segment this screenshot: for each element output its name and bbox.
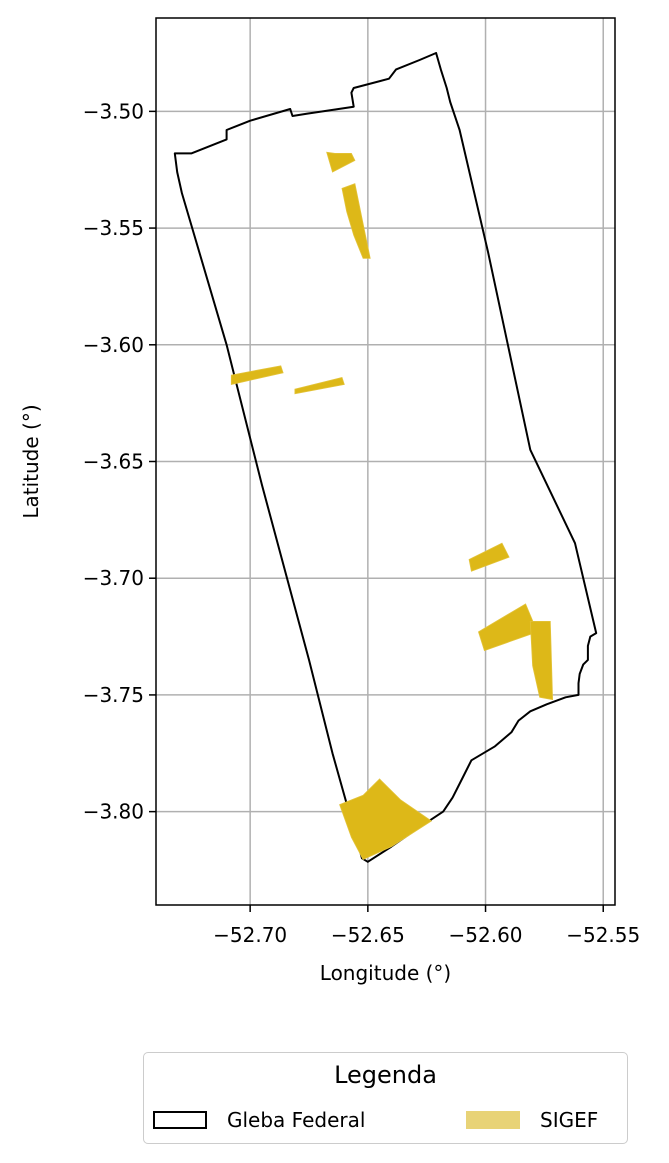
x-tick-label: −52.60 (449, 923, 523, 947)
x-tick-label: −52.70 (213, 923, 287, 947)
grid-lines (156, 18, 615, 905)
legend-label-sigef: SIGEF (540, 1108, 599, 1132)
legend-entry-sigef: SIGEF (466, 1105, 598, 1135)
sigef-parcel (468, 542, 510, 572)
y-tick-label: −3.80 (83, 800, 144, 824)
sigef-parcel (529, 621, 554, 701)
y-axis-title: Latitude (°) (19, 404, 43, 518)
gleba-federal-polygon (173, 52, 598, 863)
y-tick-label: −3.50 (83, 99, 144, 123)
sigef-parcel (326, 151, 356, 173)
y-tick-label: −3.75 (83, 683, 144, 707)
y-tick-label: −3.70 (83, 566, 144, 590)
legend-entry-gleba: Gleba Federal (153, 1105, 365, 1135)
legend: Legenda Gleba Federal SIGEF (143, 1052, 628, 1144)
sigef-parcel (230, 365, 284, 386)
y-tick-label: −3.65 (83, 450, 144, 474)
x-axis-title: Longitude (°) (320, 961, 451, 985)
axis-ticks: −52.70 −52.65 −52.60 −52.55 −3.50 −3.55 −3.60 −… (83, 99, 641, 947)
x-tick-label: −52.55 (566, 923, 640, 947)
legend-title: Legenda (334, 1061, 437, 1089)
sigef-parcel (339, 778, 433, 861)
legend-label-gleba: Gleba Federal (227, 1108, 366, 1132)
sigef-parcel (478, 603, 538, 652)
sigef-parcel (294, 377, 345, 395)
map-polygons (173, 52, 598, 863)
y-tick-label: −3.60 (83, 333, 144, 357)
legend-swatch-sigef (466, 1111, 520, 1129)
legend-swatch-gleba (153, 1111, 207, 1129)
y-tick-label: −3.55 (83, 216, 144, 240)
map-plot: −52.70 −52.65 −52.60 −52.55 −3.50 −3.55 −3.60 −… (19, 17, 641, 985)
sigef-parcel (341, 183, 371, 259)
x-tick-label: −52.65 (331, 923, 405, 947)
